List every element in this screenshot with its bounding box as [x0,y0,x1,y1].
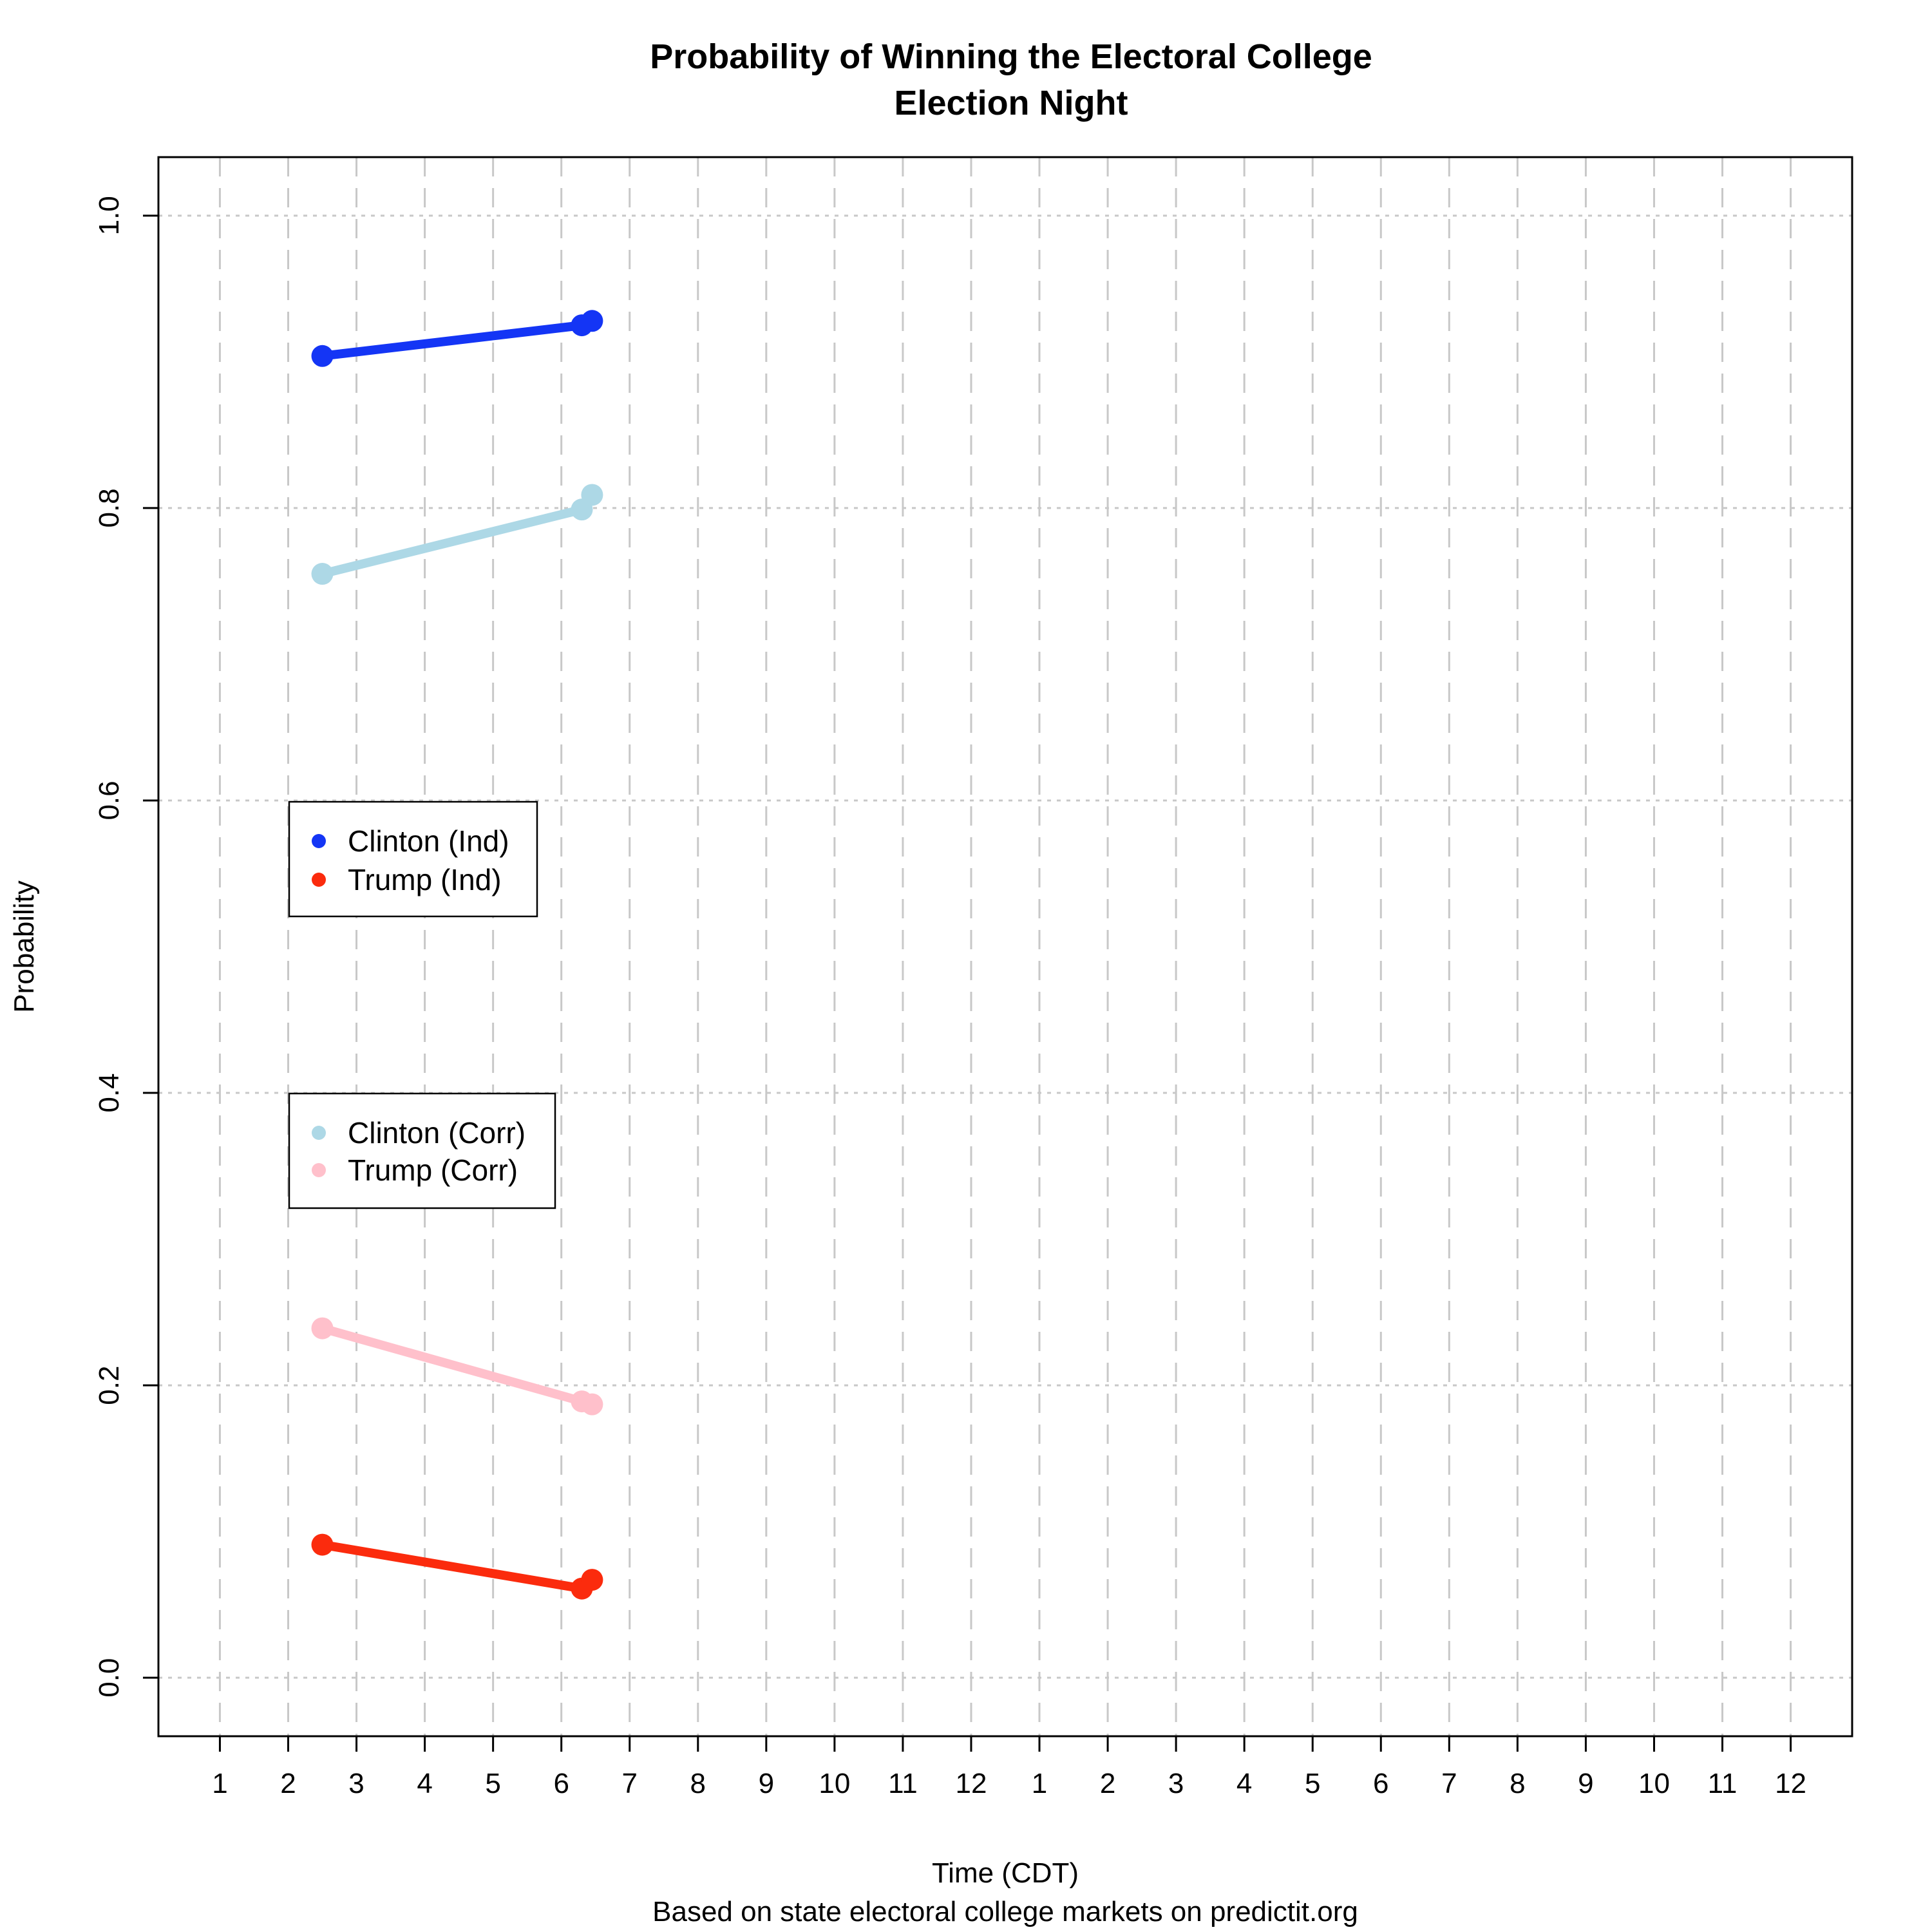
x-tick-label: 2 [1100,1768,1115,1799]
series-line-clinton-corr [317,490,597,579]
x-tick-label: 4 [1236,1768,1252,1799]
legend-marker-clinton-corr [312,1126,326,1140]
y-axis-label: Probability [8,880,40,1012]
data-point-trump-ind [581,1569,603,1591]
y-tick-label: 0.8 [93,488,125,527]
data-point-trump-corr [581,1393,603,1416]
y-tick-label: 0.2 [93,1366,125,1405]
x-axis: 1 2 3 4 5 6 7 8 9 10 11 12 1 2 3 4 5 6 7 8 9 10 11 12 [212,1735,1806,1799]
x-tick-label: 9 [1578,1768,1593,1799]
grid [158,157,1852,1736]
legend-box [288,1092,556,1209]
legend-marker-trump-ind [312,873,326,887]
series-line-trump-ind [317,1540,597,1593]
x-tick-label: 6 [553,1768,569,1799]
data-point-clinton-ind [311,345,334,367]
legend-box [288,800,538,918]
chart-caption: Based on state electoral college markets… [652,1896,1358,1927]
chart-title: Probability of Winning the Electoral Col… [650,37,1372,76]
x-tick-label: 3 [348,1768,364,1799]
series-trump-corr [311,1317,603,1416]
series-clinton-corr [311,484,603,585]
x-tick-label: 1 [1032,1768,1047,1799]
legend-label-trump-corr: Trump (Corr) [348,1153,518,1187]
series-layer [311,310,603,1600]
legend-label-clinton-ind: Clinton (Ind) [348,824,509,858]
legend-marker-trump-corr [312,1163,326,1177]
legend-correlated: Clinton (Corr) Trump (Corr) [288,1092,556,1209]
x-tick-label: 8 [1510,1768,1525,1799]
x-tick-label: 7 [621,1768,637,1799]
y-tick-label: 0.6 [93,781,125,820]
x-tick-label: 10 [1638,1768,1670,1799]
y-tick-label: 1.0 [93,196,125,235]
chart-subtitle: Election Night [895,84,1128,122]
series-clinton-ind [311,310,603,367]
x-tick-label: 8 [690,1768,706,1799]
x-tick-label: 9 [759,1768,774,1799]
x-tick-label: 5 [1305,1768,1320,1799]
y-tick-label: 0.4 [93,1073,125,1112]
x-tick-label: 12 [1775,1768,1806,1799]
y-tick-label: 0.0 [93,1658,125,1698]
data-point-clinton-corr [311,563,334,585]
legend-label-clinton-corr: Clinton (Corr) [348,1116,526,1150]
legend-independent: Clinton (Ind) Trump (Ind) [288,800,538,918]
data-point-trump-ind [311,1533,334,1556]
legend-label-trump-ind: Trump (Ind) [348,863,502,896]
data-point-trump-corr [311,1317,334,1340]
x-tick-label: 3 [1168,1768,1184,1799]
data-point-clinton-corr [581,484,603,506]
x-tick-label: 5 [485,1768,500,1799]
x-tick-label: 2 [280,1768,296,1799]
y-axis: 0.0 0.2 0.4 0.6 0.8 1.0 [93,196,160,1698]
x-tick-label: 11 [1708,1768,1738,1799]
x-tick-label: 1 [212,1768,227,1799]
x-tick-label: 12 [955,1768,987,1799]
x-tick-label: 4 [417,1768,432,1799]
x-tick-label: 7 [1441,1768,1457,1799]
data-point-clinton-ind [581,310,603,332]
plot-frame [157,156,1853,1738]
x-tick-label: 11 [888,1768,918,1799]
x-tick-label: 10 [819,1768,850,1799]
legend-marker-clinton-ind [312,834,326,848]
x-tick-label: 6 [1373,1768,1388,1799]
series-line-clinton-ind [317,316,597,361]
x-axis-label: Time (CDT) [932,1857,1079,1889]
series-trump-ind [311,1533,603,1600]
series-line-trump-corr [317,1323,597,1409]
